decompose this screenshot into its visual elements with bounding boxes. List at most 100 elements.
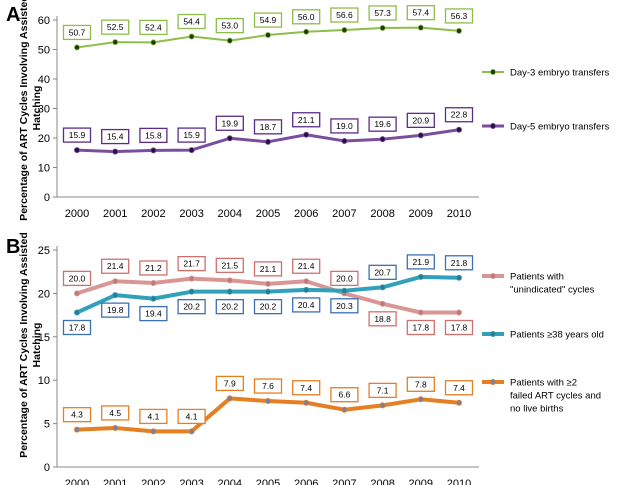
data-point [188,428,195,435]
data-label-box [62,407,92,423]
series-3: 4.3 4.5 4.1 4.1 7.9 7.6 7.4 6.6 7.1 7.8 7.4 [62,375,474,435]
data-label-box [292,112,321,128]
data-label-box [330,387,359,403]
data-label: 7.4 [300,383,312,393]
data-label-box [101,19,130,35]
data-label-box [215,17,244,34]
x-tick-label: 2009 [409,208,433,220]
data-label: 20.2 [260,302,277,312]
data-point [417,396,424,403]
data-point [417,309,424,316]
data-point [226,37,233,44]
data-label: 4.5 [109,408,121,418]
data-label-box [139,305,168,322]
x-tick-label: 2010 [447,478,471,485]
data-label: 17.8 [69,322,86,332]
x-tick-label: 2004 [218,478,242,485]
data-label: 21.5 [222,260,239,270]
data-label: 57.4 [413,8,430,18]
data-label: 19.9 [222,118,239,128]
y-axis-label: Percentage of ART Cycles Involving Assis… [18,0,43,221]
data-point [341,137,348,144]
data-label-box [177,127,206,143]
data-label: 21.2 [145,263,162,273]
data-label-box [292,380,321,396]
data-label-box [101,302,130,318]
data-label: 56.3 [451,11,468,21]
data-point [417,24,424,31]
y-tick-label: 20 [38,288,50,300]
data-label-box [215,375,244,392]
y-tick-label: 0 [44,462,50,474]
data-label-box [215,257,244,274]
data-label-box [406,319,435,336]
data-label: 6.6 [338,390,350,400]
legend-marker [489,69,496,76]
data-point [150,428,157,435]
data-point [417,132,424,139]
data-label-box [406,254,435,270]
data-point [379,300,386,307]
data-point [226,135,233,142]
data-label: 22.8 [451,110,468,120]
x-tick-label: 2004 [218,208,242,220]
data-point [341,27,348,34]
data-label: 52.4 [145,22,162,32]
panel-letter-b: B [6,236,20,258]
data-label: 56.0 [298,12,315,22]
data-label: 18.8 [374,314,391,324]
y-tick-label: 15 [38,332,50,344]
data-point [112,278,119,285]
data-label: 4.1 [147,411,159,421]
data-point [112,292,119,299]
data-label: 20.2 [183,302,200,312]
data-point [112,39,119,46]
data-label: 54.4 [183,17,200,27]
data-label: 7.1 [377,385,389,395]
data-point [188,33,195,40]
data-label-box [330,7,359,23]
series-2: 15.9 15.4 15.8 15.9 19.9 18.7 21.1 19.0 19.6 20.9… [62,107,474,155]
data-point [341,406,348,413]
x-tick-label: 2008 [370,478,394,485]
data-point [74,290,81,297]
x-tick-label: 2000 [65,208,89,220]
data-label: 54.9 [260,15,277,25]
y-tick-label: 10 [38,163,50,175]
legend-marker [489,272,496,279]
data-label-box [62,127,92,143]
x-tick-label: 2005 [256,208,280,220]
data-label-box [406,376,435,392]
legend-marker [489,378,496,385]
data-point [74,44,81,51]
data-label-box [253,261,283,277]
data-label: 21.1 [298,115,315,125]
x-tick-label: 2003 [179,208,203,220]
data-label-box [330,298,359,314]
data-point [150,279,157,286]
x-tick-label: 2001 [103,478,127,485]
x-tick-label: 2005 [256,478,280,485]
data-label-box [253,378,283,394]
data-label-box [368,382,397,399]
series-1: 50.7 52.5 52.4 54.4 53.0 54.9 56.0 56.6 57.3 57.4… [62,5,474,51]
legend-entry: Patients with ≥2 failed ART cycles and no … [510,378,601,415]
data-point [188,288,195,295]
data-point [379,136,386,143]
data-label-box [368,116,397,132]
data-point [226,288,233,295]
data-point [74,426,81,433]
data-point [455,399,462,406]
legend-marker [489,123,496,130]
y-tick-label: 5 [44,419,50,431]
data-label: 19.0 [336,121,353,131]
data-label: 20.2 [222,302,239,312]
data-label-box [330,270,359,287]
data-point [379,402,386,409]
legend-entry: Patients with "unindicated" cycles [510,272,595,296]
data-point [74,147,81,154]
data-label-box [101,258,130,274]
data-point [303,399,310,406]
x-tick-label: 2003 [179,478,203,485]
data-label-box [177,255,206,272]
